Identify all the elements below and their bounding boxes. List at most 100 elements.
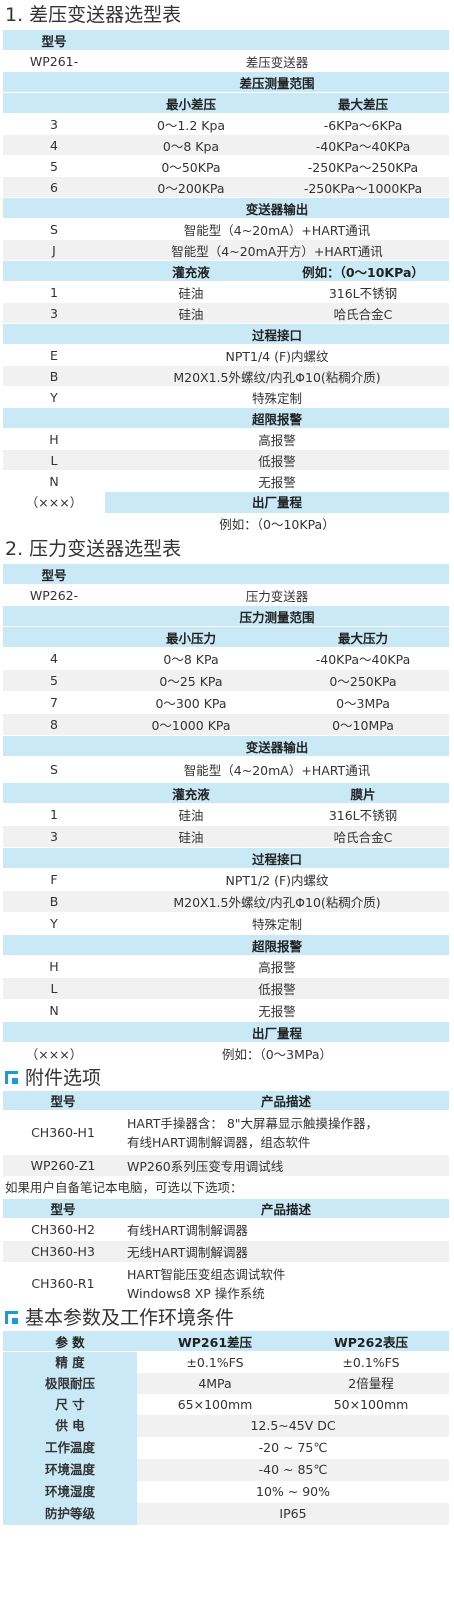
table-row: 最小差压 最大差压 xyxy=(3,93,449,114)
table-row: 尺 寸 65×100mm 50×100mm xyxy=(3,1393,449,1415)
header-cell: 型号 xyxy=(50,1202,76,1217)
desc-cell: HART智能压变组态调试软件 Windows8 XP 操作系统 xyxy=(123,1265,449,1303)
value-cell: 智能型（4~20mA）+HART通讯 xyxy=(183,763,371,778)
param-value: ±0.1%FS xyxy=(137,1354,293,1370)
table-row: 3 硅油 哈氏合金C xyxy=(3,826,449,848)
pr-selection-table: 型号 WP262- 压力变送器 压力测量范围 最小压力 最大压力 4 0～8 K… xyxy=(3,564,449,1065)
table-row: Y 特殊定制 xyxy=(3,387,449,408)
page: 1. 差压变送器选型表 型号 WP261- 差压变送器 差压测量范围 最小差压 … xyxy=(3,0,449,1525)
table-row: 参 数 WP261差压 WP262表压 xyxy=(3,1331,449,1352)
code-cell: 4 xyxy=(50,651,58,666)
table-row: 精 度 ±0.1%FS ±0.1%FS xyxy=(3,1351,449,1373)
value-cell: 316L不锈钢 xyxy=(328,808,398,823)
table-row: S 智能型（4~20mA）+HART通讯 xyxy=(3,219,449,240)
value-cell: 硅油 xyxy=(178,808,204,823)
code-cell: （×××） xyxy=(3,491,105,513)
value-cell: 0～200KPa xyxy=(157,180,225,196)
accessories-title: 附件选项 xyxy=(25,1067,102,1089)
param-value: 12.5~45V DC xyxy=(137,1414,449,1437)
desc-line: HART智能压变组态调试软件 xyxy=(127,1266,286,1282)
table-row: CH360-H1 HART手操器含： 8"大屏幕显示触摸操作器， 有线HART调… xyxy=(3,1111,449,1155)
table-row: 过程接口 xyxy=(3,324,449,345)
value-cell: 硅油 xyxy=(178,830,204,845)
table-row: 1 硅油 316L不锈钢 xyxy=(3,804,449,826)
value-cell: 高报警 xyxy=(258,432,296,448)
param-name: 精 度 xyxy=(3,1351,137,1373)
desc-line: HART手操器含： 8"大屏幕显示触摸操作器， xyxy=(127,1115,379,1131)
code-cell: L xyxy=(50,452,58,468)
table-row: 3 0～1.2 Kpa -6KPa～6KPa xyxy=(3,114,449,135)
value-cell: 高报警 xyxy=(258,960,296,975)
code-cell: J xyxy=(52,242,56,258)
table-row: CH360-H3 无线HART调制解调器 xyxy=(3,1241,449,1263)
table-row: 例如：（0～10KPa） xyxy=(3,513,449,534)
table-row: 环境湿度 10% ~ 90% xyxy=(3,1480,449,1503)
value-cell: 硅油 xyxy=(178,285,204,301)
code-cell: （×××） xyxy=(25,1047,83,1062)
section-title-pr: 2. 压力变送器选型表 xyxy=(5,538,182,560)
header-cell: 最大压力 xyxy=(337,630,388,646)
table-row: L 低报警 xyxy=(3,450,449,471)
value-cell: 无报警 xyxy=(258,1004,296,1019)
param-value: 2倍量程 xyxy=(293,1372,449,1394)
code-cell: L xyxy=(50,981,58,996)
section-title-params: 基本参数及工作环境条件 xyxy=(3,1305,449,1331)
params-table: 参 数 WP261差压 WP262表压 精 度 ±0.1%FS ±0.1%FS … xyxy=(3,1331,449,1525)
param-value: -20 ~ 75℃ xyxy=(137,1440,449,1455)
section-header: 超限报警 xyxy=(251,411,302,427)
value-cell: 无报警 xyxy=(258,474,296,490)
laptop-note: 如果用户自备笔记本电脑，可选以下选项： xyxy=(5,1180,243,1195)
value-cell: M20X1.5外螺纹/内孔Φ10(粘稠介质) xyxy=(173,895,381,910)
section-header: 出厂量程 xyxy=(105,491,449,513)
table-row: 环境温度 -40 ~ 85℃ xyxy=(3,1458,449,1481)
value-cell: -250KPa～1000KPa xyxy=(303,180,423,196)
table-row: （×××） 出厂量程 xyxy=(3,491,449,513)
code-cell: 4 xyxy=(50,137,58,153)
table-row: N 无报警 xyxy=(3,471,449,492)
value-cell: 哈氏合金C xyxy=(333,306,393,322)
code-cell: 6 xyxy=(50,179,58,195)
value-cell: 0～300 KPa xyxy=(155,696,227,711)
value-cell: 特殊定制 xyxy=(251,390,302,406)
desc-cell: HART手操器含： 8"大屏幕显示触摸操作器， 有线HART调制解调器，组态软件 xyxy=(123,1114,449,1152)
value-cell: 0～25 KPa xyxy=(159,674,223,689)
code-cell: 7 xyxy=(50,695,58,710)
table-row: 灌充液 例如：（0～10KPa） xyxy=(3,261,449,282)
value-cell: 0～1000 KPa xyxy=(151,718,231,733)
table-row: 3 硅油 哈氏合金C xyxy=(3,303,449,324)
param-value: -40 ~ 85℃ xyxy=(137,1458,449,1481)
header-cell: 最小差压 xyxy=(165,96,216,112)
value-cell: 智能型（4~20mA开方）+HART通讯 xyxy=(171,243,383,259)
table-row: WP260-Z1 WP260系列压变专用调试线 xyxy=(3,1155,449,1177)
section-header: 灌充液 xyxy=(172,786,210,802)
section-header: 出厂量程 xyxy=(251,1025,302,1041)
table-row: 型号 xyxy=(3,30,449,51)
section-header: 例如：（0～10KPa） xyxy=(302,264,424,280)
code-cell: 8 xyxy=(50,717,58,732)
header-cell: 型号 xyxy=(41,33,67,49)
header-cell: 参 数 xyxy=(55,1334,85,1350)
value-cell: 0～8 KPa xyxy=(163,652,219,667)
code-cell: N xyxy=(49,1003,59,1018)
header-cell: 型号 xyxy=(50,1094,76,1109)
section-title-accessories: 附件选项 xyxy=(3,1065,449,1091)
value-cell: M20X1.5外螺纹/内孔Φ10(粘稠介质) xyxy=(173,369,381,385)
param-value: 4MPa xyxy=(137,1372,293,1394)
table-row: L 低报警 xyxy=(3,978,449,1000)
table-row: 极限耐压 4MPa 2倍量程 xyxy=(3,1372,449,1394)
table-row: WP262- 压力变送器 xyxy=(3,585,449,606)
table-row: 6 0～200KPa -250KPa～1000KPa xyxy=(3,177,449,198)
table-row: F NPT1/2 (F)内螺纹 xyxy=(3,869,449,891)
code-cell: N xyxy=(49,473,59,489)
table-row: 变送器输出 xyxy=(3,736,449,757)
section-header: 变送器输出 xyxy=(245,201,309,217)
table-row: 过程接口 xyxy=(3,848,449,869)
model-code: WP262- xyxy=(29,587,79,603)
code-cell: 5 xyxy=(50,673,58,688)
param-value: IP65 xyxy=(137,1502,449,1525)
value-cell: 硅油 xyxy=(178,306,204,322)
model-cell: CH360-H1 xyxy=(31,1125,95,1140)
code-cell: F xyxy=(50,872,58,887)
table-row: 4 0～8 Kpa -40KPa～40KPa xyxy=(3,135,449,156)
desc-line: Windows8 XP 操作系统 xyxy=(127,1285,265,1301)
